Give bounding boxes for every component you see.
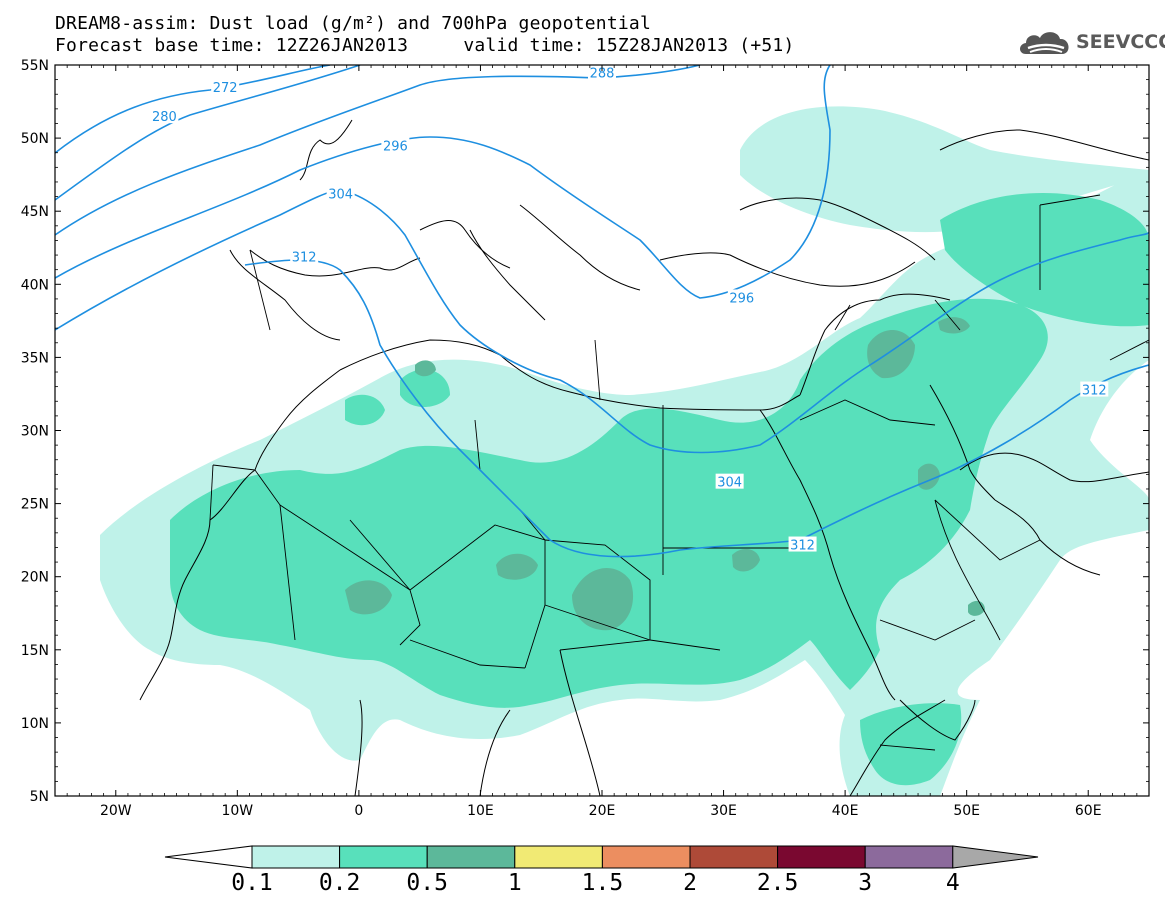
contour-label-bg <box>788 536 817 552</box>
lat-label: 15N <box>21 643 49 659</box>
contour-label-bg <box>588 65 616 80</box>
lat-label: 35N <box>21 350 49 366</box>
longitude-axis: 20W 10W 0 10E 20E 30E 40E 50E 60E <box>66 65 1138 819</box>
map-title: DREAM8-assim: Dust load (g/m²) and 700hP… <box>55 13 651 34</box>
lat-label: 10N <box>21 716 49 732</box>
colorbar-label: 1 <box>508 870 522 896</box>
lon-label: 20E <box>589 803 616 819</box>
colorbar-over-triangle <box>952 845 1039 869</box>
lon-label: 40E <box>832 803 859 819</box>
contour-288 <box>55 65 701 236</box>
colorbar-label: 3 <box>858 870 872 896</box>
lon-label: 10W <box>221 803 253 819</box>
lon-label: 60E <box>1075 803 1102 819</box>
contour-label: 296 <box>729 291 754 306</box>
contour-label: 312 <box>790 539 815 554</box>
lat-label: 30N <box>21 424 49 440</box>
contour-label-bg <box>211 78 240 94</box>
contour-label-bg <box>381 137 410 153</box>
lon-label: 30E <box>710 803 737 819</box>
map-subtitle: Forecast base time: 12Z26JAN2013 valid t… <box>55 35 795 56</box>
colorbar-under-triangle <box>164 845 253 869</box>
contour-labels: 272 280 288 296 296 304 304 312 312 312 <box>150 65 1109 554</box>
lon-label: 50E <box>953 803 980 819</box>
colorbar-label: 2.5 <box>757 870 799 896</box>
colorbar-label: 0.5 <box>406 870 448 896</box>
contour-label: 288 <box>590 66 615 81</box>
lat-label: 5N <box>30 789 49 805</box>
contour-label: 312 <box>292 251 317 266</box>
contour-label-bg <box>150 108 179 124</box>
cloud-icon <box>1020 32 1069 54</box>
lat-label: 25N <box>21 497 49 513</box>
contour-label: 304 <box>717 476 742 491</box>
lat-label: 50N <box>21 131 49 147</box>
colorbar: 0.1 0.2 0.5 1 1.5 2 2.5 3 4 <box>164 845 1039 896</box>
contour-312 <box>244 259 1149 558</box>
contour-label: 280 <box>152 110 177 125</box>
colorbar-segment <box>864 845 954 869</box>
contour-label-bg <box>715 473 744 489</box>
lat-label: 40N <box>21 277 49 293</box>
lat-label: 55N <box>21 58 49 74</box>
contour-label-bg <box>290 248 319 264</box>
colorbar-segment <box>601 845 691 869</box>
lon-label: 10E <box>467 803 494 819</box>
contour-272 <box>55 65 331 154</box>
coastlines <box>139 119 1149 796</box>
contour-304 <box>55 189 1149 454</box>
contour-label: 312 <box>1082 384 1107 399</box>
geopotential-contours <box>55 65 1149 558</box>
colorbar-segment <box>251 845 341 869</box>
colorbar-segment <box>426 845 516 869</box>
colorbar-segment <box>514 845 603 869</box>
contour-label: 304 <box>328 188 353 203</box>
colorbar-label: 1.5 <box>582 870 624 896</box>
lat-label: 20N <box>21 570 49 586</box>
latitude-axis: 55N 50N 45N 40N 35N 30N 25N 20N 15N 10N 5N <box>21 58 1149 805</box>
lon-label: 20W <box>100 803 132 819</box>
colorbar-label: 4 <box>946 870 960 896</box>
colorbar-segment <box>339 845 428 869</box>
contour-label-bg <box>1080 381 1109 397</box>
contour-label-bg <box>326 185 355 201</box>
colorbar-label: 2 <box>683 870 697 896</box>
colorbar-segment <box>777 845 866 869</box>
seevccc-logo: SEEVCCC <box>1018 26 1165 60</box>
logo-text: SEEVCCC <box>1076 31 1165 53</box>
lat-label: 45N <box>21 204 49 220</box>
colorbar-label: 0.1 <box>231 870 273 896</box>
contour-280 <box>55 65 361 201</box>
contour-296 <box>55 65 831 299</box>
contour-label: 296 <box>383 139 408 154</box>
contour-label: 272 <box>213 81 238 96</box>
colorbar-segment <box>689 845 779 869</box>
country-borders <box>209 194 1149 751</box>
colorbar-label: 0.2 <box>319 870 361 896</box>
lon-label: 0 <box>354 803 363 819</box>
contour-label-bg <box>727 289 756 305</box>
